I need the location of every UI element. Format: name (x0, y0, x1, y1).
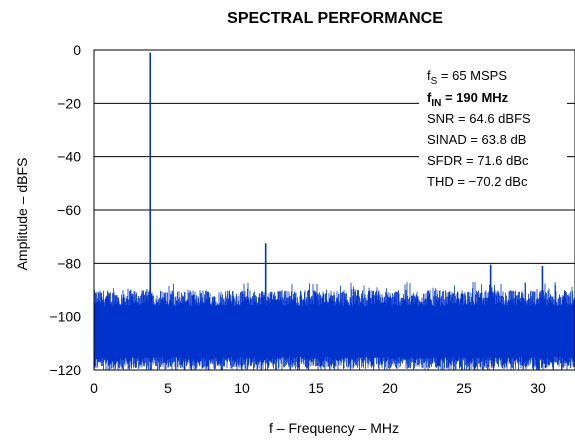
annotation-sfdr: SFDR = 71.6 dBc (427, 153, 529, 168)
spur-marks (149, 52, 544, 357)
x-axis-label: f – Frequency – MHz (269, 420, 399, 436)
y-axis-label: Amplitude – dBFS (14, 158, 30, 271)
y-tick-label: −100 (49, 309, 81, 325)
y-tick-label: −40 (57, 149, 81, 165)
tick-labels: 0 −20 −40 −60 −80 −100 −120 0 5 10 15 20 25 30 (49, 42, 546, 396)
annotation-snr: SNR = 64.6 dBFS (427, 111, 531, 126)
x-tick-label: 5 (164, 380, 172, 396)
annotation-box: fS = 65 MSPS fIN = 190 MHz SNR = 64.6 dB… (419, 63, 567, 195)
y-tick-label: −80 (57, 255, 81, 271)
annotation-thd: THD = −70.2 dBc (427, 174, 528, 189)
spectrum-trace (93, 282, 575, 370)
chart-title: SPECTRAL PERFORMANCE (227, 10, 443, 27)
y-tick-label: 0 (73, 42, 81, 58)
x-tick-label: 10 (234, 380, 250, 396)
noise-floor (93, 282, 575, 370)
annotation-fs: fS = 65 MSPS (427, 68, 507, 87)
annotation-sinad: SINAD = 63.8 dB (427, 132, 526, 147)
annotation-fin: fIN = 190 MHz (427, 90, 509, 109)
plot-frame (93, 49, 575, 371)
y-tick-label: −120 (49, 362, 81, 378)
x-tick-label: 15 (308, 380, 324, 396)
x-tick-label: 0 (90, 380, 98, 396)
annotation-background (419, 63, 567, 195)
x-tick-label: 20 (382, 380, 398, 396)
y-tick-label: −60 (57, 202, 81, 218)
x-tick-label: 30 (530, 380, 546, 396)
x-tick-label: 25 (456, 380, 472, 396)
y-tick-label: −20 (57, 95, 81, 111)
